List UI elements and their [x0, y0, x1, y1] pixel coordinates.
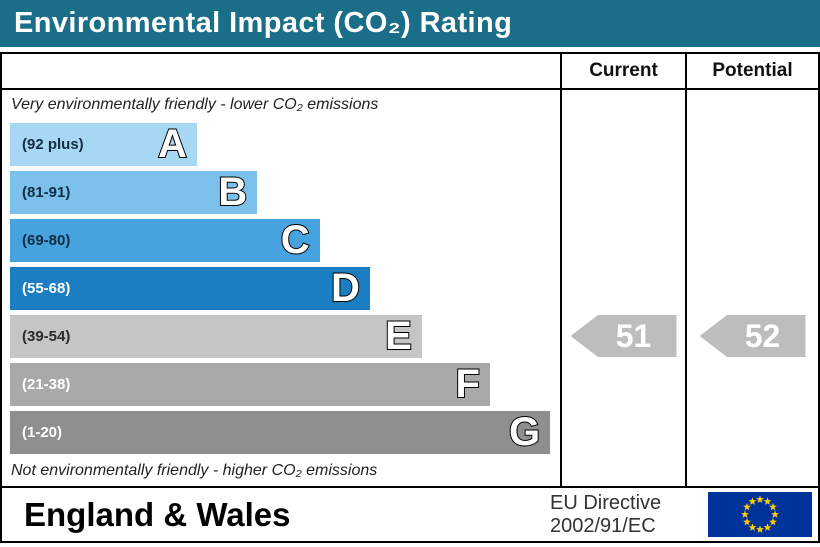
region-label: England & Wales: [24, 495, 291, 533]
band-row-b: (81-91) B: [2, 168, 560, 216]
band-row-d: (55-68) D: [2, 264, 560, 312]
current-rating-value: 51: [615, 318, 652, 354]
band-bar-b: (81-91) B: [10, 170, 258, 214]
band-range: (1-20): [22, 423, 63, 441]
band-range: (21-38): [22, 375, 71, 393]
band-letter: A: [157, 122, 188, 166]
top-note: Very environmentally friendly - lower CO…: [11, 96, 379, 113]
rating-table: Very environmentally friendly - lower CO…: [0, 52, 820, 488]
bottom-note: Not environmentally friendly - higher CO…: [11, 462, 378, 479]
potential-header: Potential: [687, 54, 818, 90]
potential-rating-value: 52: [744, 318, 781, 354]
current-arrow-zone: 51: [562, 90, 685, 486]
band-range: (81-91): [22, 183, 71, 201]
band-letter: C: [280, 218, 311, 262]
band-bar-g: (1-20) G: [10, 410, 551, 454]
eu-directive-line1: EU Directive: [550, 491, 662, 514]
band-bar-a: (92 plus) A: [10, 122, 197, 166]
band-letter: F: [454, 362, 480, 406]
footer: England & Wales EU Directive 2002/91/EC: [0, 488, 820, 543]
band-bar-f: (21-38) F: [10, 362, 490, 406]
band-letter: D: [330, 266, 361, 310]
band-letter: E: [384, 314, 413, 358]
rating-bands: (92 plus) A (81-91) B (69-80) C (55-68) D (39-54…: [2, 120, 560, 456]
band-range: (39-54): [22, 327, 71, 345]
band-row-g: (1-20) G: [2, 408, 560, 456]
eu-flag-icon: [708, 492, 812, 537]
band-letter: B: [217, 170, 248, 214]
potential-rating-pointer: 52: [699, 315, 806, 357]
current-rating-pointer: 51: [570, 315, 677, 357]
band-range: (69-80): [22, 231, 71, 249]
title-bar: Environmental Impact (CO₂) Rating: [0, 0, 820, 47]
band-row-f: (21-38) F: [2, 360, 560, 408]
rating-column: Very environmentally friendly - lower CO…: [2, 54, 560, 486]
eu-directive-label: EU Directive 2002/91/EC: [550, 492, 708, 538]
page-title: Environmental Impact (CO₂) Rating: [14, 7, 513, 39]
band-bar-e: (39-54) E: [10, 314, 422, 358]
current-header: Current: [562, 54, 685, 90]
band-row-a: (92 plus) A: [2, 120, 560, 168]
rating-column-header: [2, 54, 560, 90]
band-bar-c: (69-80) C: [10, 218, 320, 262]
band-row-e: (39-54) E: [2, 312, 560, 360]
eu-directive-line2: 2002/91/EC: [550, 514, 656, 537]
current-column: Current 51: [560, 54, 685, 486]
band-range: (55-68): [22, 279, 71, 297]
band-bar-d: (55-68) D: [10, 266, 370, 310]
potential-column: Potential 52: [685, 54, 818, 486]
potential-arrow-zone: 52: [687, 90, 818, 486]
band-row-c: (69-80) C: [2, 216, 560, 264]
band-letter: G: [508, 410, 541, 454]
band-range: (92 plus): [22, 135, 84, 153]
